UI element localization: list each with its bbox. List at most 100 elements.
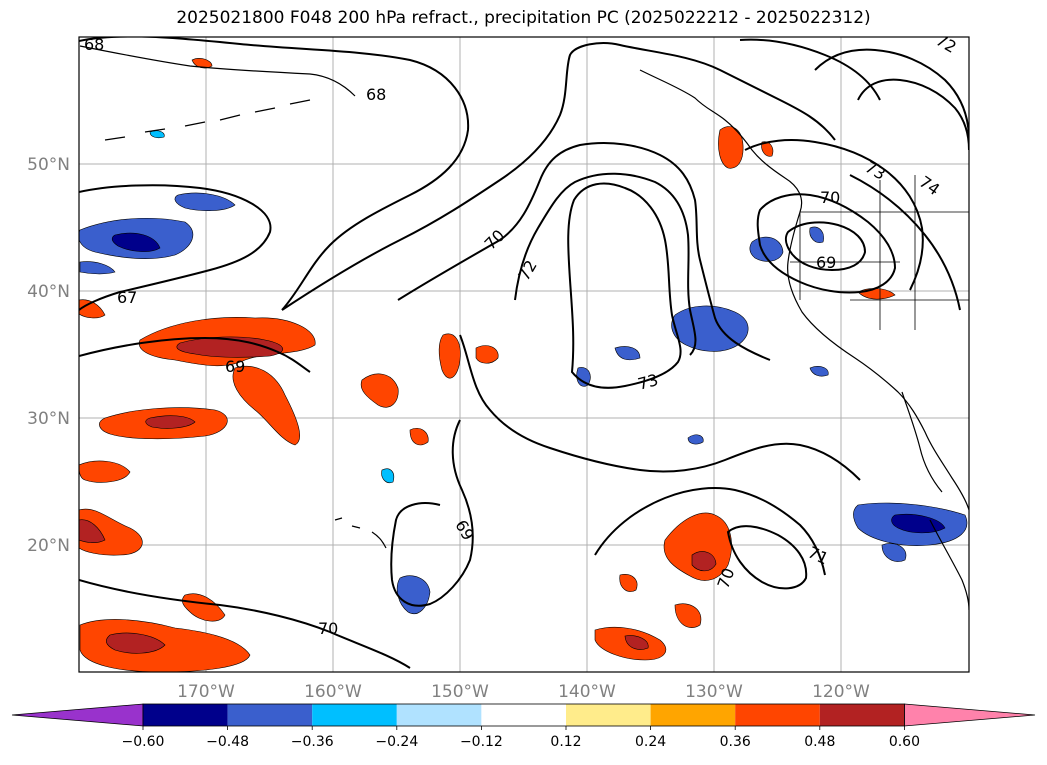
coastline-mainland-mexico [929, 519, 969, 611]
precip-neg-west-2 [174, 192, 236, 211]
lon-label-170w: 170°W [177, 682, 235, 702]
contour-label: 70 [318, 619, 338, 638]
precip-area-central-3 [475, 345, 499, 364]
hawaii-islands [334, 517, 387, 549]
contour-71 [397, 142, 771, 361]
state-borders [790, 175, 969, 330]
contour-label: 70 [820, 188, 840, 207]
contour-72-ne-inner [857, 78, 969, 151]
contour-73 [567, 182, 682, 389]
contour-73-ne [744, 139, 924, 291]
colorbar-tick-label: 0.24 [635, 734, 666, 750]
contour-67 [79, 184, 272, 311]
colorbar-segment [566, 704, 651, 726]
colorbar-segment [227, 704, 313, 726]
colorbar-tick-label: −0.12 [460, 734, 503, 750]
precip-area-south-4 [674, 603, 702, 628]
contour-label: 69 [225, 357, 245, 376]
precip-neg-small-1 [687, 434, 704, 445]
colorbar-extension-low [11, 703, 144, 727]
map-title: 2025021800 F048 200 hPa refract., precip… [176, 8, 871, 28]
contour-68-northwest [79, 37, 470, 311]
precip-area-central-2 [438, 333, 461, 379]
coastline-alaska [79, 45, 356, 97]
refractivity-contours [79, 37, 969, 669]
lon-label-120w: 120°W [812, 682, 870, 702]
precip-area-south-1-core [691, 551, 717, 572]
precip-neg-west-1-core [111, 232, 161, 252]
precip-neg-east-1-core [891, 513, 946, 534]
lat-label-40n: 40°N [27, 282, 70, 302]
contour-72 [514, 172, 697, 356]
precip-area-sw-2 [181, 593, 226, 622]
colorbar-border [142, 703, 905, 727]
precip-neg-west-3 [79, 261, 116, 275]
colorbar-tick-label: 0.48 [804, 734, 835, 750]
precip-area-west-3-core [145, 415, 196, 429]
lat-label-20n: 20°N [27, 536, 70, 556]
contour-71-south [594, 487, 826, 576]
coastline-baja [901, 391, 943, 493]
coastline-north-america [639, 69, 969, 511]
precip-area-ne-small [191, 58, 213, 69]
lon-label-160w: 160°W [304, 682, 362, 702]
precip-neg-central-2 [614, 346, 641, 361]
map-frame-border [78, 36, 970, 673]
contour-label: 69 [816, 253, 836, 272]
colorbar-tick-label: 0.36 [720, 734, 751, 750]
longitude-labels: 170°W 160°W 150°W 140°W 130°W 120°W [177, 682, 870, 702]
colorbar-extension-high [904, 703, 1036, 727]
colorbar-tick-label: −0.36 [291, 734, 334, 750]
colorbar-segment [312, 704, 397, 726]
contour-69-west [79, 336, 311, 373]
colorbar-segment [819, 704, 905, 726]
contour-label: 67 [117, 288, 137, 307]
colorbar-segment [396, 704, 482, 726]
lon-label-140w: 140°W [558, 682, 616, 702]
colorbar-segment [735, 704, 820, 726]
precip-area-west-4 [79, 460, 131, 483]
precip-positive-areas [79, 58, 896, 672]
precip-neg-or-2 [809, 226, 824, 243]
colorbar-tick-label: −0.24 [375, 734, 418, 750]
lon-label-130w: 130°W [685, 682, 743, 702]
precip-area-central-4 [409, 428, 429, 446]
coastlines [79, 45, 969, 611]
contour-70-central [459, 334, 861, 481]
precip-neg-small-3 [809, 366, 829, 377]
contour-70-ne-loop [756, 193, 897, 294]
precip-area-west-2 [232, 366, 300, 446]
contour-outer-ne [739, 38, 881, 101]
precip-area-southwest-core [106, 632, 166, 654]
precip-area-central-1 [360, 373, 399, 408]
contour-right-edge [849, 174, 961, 311]
precip-area-southwest [79, 619, 251, 672]
precip-neg-small-4 [149, 130, 165, 139]
colorbar-segment [143, 704, 228, 726]
contour-label: 73 [636, 370, 661, 394]
precip-area-west-5 [79, 508, 143, 556]
contour-69-central [390, 419, 474, 607]
latitude-labels: 50°N 40°N 30°N 20°N [27, 155, 70, 556]
precip-negative-areas [79, 130, 968, 614]
colorbar: −0.60 −0.48 −0.36 −0.24 −0.12 0.12 0.24 0.36 0.4… [11, 703, 1036, 750]
contour-label: 68 [366, 85, 386, 104]
precip-neg-or-1 [749, 236, 784, 262]
contour-70-main [281, 42, 836, 311]
precip-area-west-1-core [176, 336, 283, 358]
contour-69-ne-loop [784, 221, 867, 272]
contour-label: 68 [84, 35, 104, 54]
lat-label-50n: 50°N [27, 155, 70, 175]
precip-neg-small-2 [381, 468, 395, 483]
colorbar-segment [650, 704, 736, 726]
colorbar-segment [481, 704, 566, 726]
precip-area-south-3 [619, 574, 638, 592]
colorbar-tick-label: −0.60 [122, 734, 165, 750]
precip-area-pnw-coast [718, 126, 744, 169]
colorbar-tick-label: −0.48 [206, 734, 249, 750]
contour-70-outer [79, 579, 411, 669]
precip-area-south-2-core [624, 635, 649, 650]
lon-label-150w: 150°W [431, 682, 489, 702]
precip-area-west-5-core [79, 519, 106, 544]
